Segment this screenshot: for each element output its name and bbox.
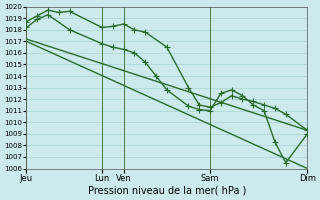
- X-axis label: Pression niveau de la mer( hPa ): Pression niveau de la mer( hPa ): [88, 186, 246, 196]
